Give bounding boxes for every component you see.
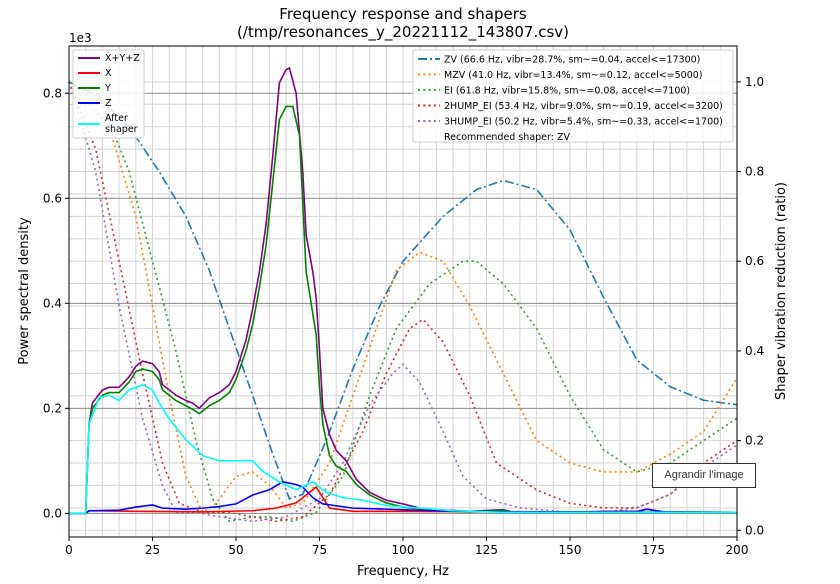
legend-label: MZV (41.0 Hz, vibr=13.4%, sm~=0.12, acce… bbox=[444, 70, 703, 81]
y-offset-label: 1e3 bbox=[69, 31, 92, 45]
y-tick-label: 0.8 bbox=[43, 86, 62, 100]
y-tick-label: 0.2 bbox=[43, 401, 62, 415]
x-tick-label: 75 bbox=[312, 543, 327, 557]
legend-label: Z bbox=[105, 98, 112, 109]
legend-label: EI (61.8 Hz, vibr=15.8%, sm~=0.08, accel… bbox=[444, 86, 690, 97]
chart-subtitle: (/tmp/resonances_y_20221112_143807.csv) bbox=[237, 23, 569, 42]
x-tick-label: 150 bbox=[559, 543, 582, 557]
y-tick-label: 0.6 bbox=[43, 191, 62, 205]
shaper-line-3hump_ei bbox=[68, 81, 738, 523]
chart-title: Frequency response and shapers bbox=[279, 5, 527, 23]
psd-line-y bbox=[69, 105, 737, 515]
y-axis-label: Power spectral density bbox=[17, 217, 32, 365]
series-layer bbox=[68, 66, 738, 523]
x-tick-label: 50 bbox=[228, 543, 243, 557]
legend-label: X+Y+Z bbox=[105, 53, 140, 64]
y2-tick-label: 0.8 bbox=[745, 165, 764, 179]
y2-tick-label: 1.0 bbox=[745, 75, 764, 89]
x-tick-label: 0 bbox=[65, 543, 73, 557]
shaper-line-mzv bbox=[68, 81, 738, 514]
y2-axis-label: Shaper vibration reduction (ratio) bbox=[774, 182, 789, 400]
grid bbox=[68, 46, 738, 537]
x-tick-label: 125 bbox=[475, 543, 498, 557]
shaper-line-ei bbox=[68, 81, 738, 523]
legend-label: After shaper bbox=[105, 113, 138, 135]
x-axis-label: Frequency, Hz bbox=[357, 564, 449, 579]
y2-tick-label: 0.2 bbox=[745, 434, 764, 448]
y-tick-label: 0.4 bbox=[43, 296, 62, 310]
y2-tick-label: 0.6 bbox=[745, 254, 764, 268]
shaper-line-zv bbox=[68, 81, 738, 500]
shaper-line-2hump_ei bbox=[68, 81, 738, 523]
psd-line-after-shaper bbox=[69, 383, 737, 515]
legend-label: Y bbox=[104, 83, 111, 94]
x-tick-label: 175 bbox=[642, 543, 665, 557]
x-tick-label: 25 bbox=[145, 543, 160, 557]
y-tick-label: 0.0 bbox=[43, 506, 62, 520]
legend-label: Recommended shaper: ZV bbox=[444, 132, 570, 143]
y2-tick-label: 0.0 bbox=[745, 523, 764, 537]
x-tick-label: 200 bbox=[726, 543, 749, 557]
x-tick-label: 100 bbox=[392, 543, 415, 557]
ticks-layer: 0 25 50 75 100 125 150 175 200 0.0 0.2 0.4 0.6 0.8 0.0… bbox=[43, 75, 764, 557]
y2-tick-label: 0.4 bbox=[745, 344, 764, 358]
legends-layer: X+Y+Z XYZ After shaper ZV (66.6 Hz, vibr=28.… bbox=[72, 49, 734, 143]
legend-right-box bbox=[412, 49, 734, 143]
enlarge-image-tooltip[interactable]: Agrandir l'image bbox=[652, 463, 756, 488]
legend-label: 2HUMP_EI (53.4 Hz, vibr=9.0%, sm~=0.19, … bbox=[444, 101, 723, 112]
legend-label: ZV (66.6 Hz, vibr=28.7%, sm~=0.04, accel… bbox=[444, 55, 700, 66]
legend-label: X bbox=[105, 68, 112, 79]
legend-label: 3HUMP_EI (50.2 Hz, vibr=5.4%, sm~=0.33, … bbox=[444, 117, 723, 128]
